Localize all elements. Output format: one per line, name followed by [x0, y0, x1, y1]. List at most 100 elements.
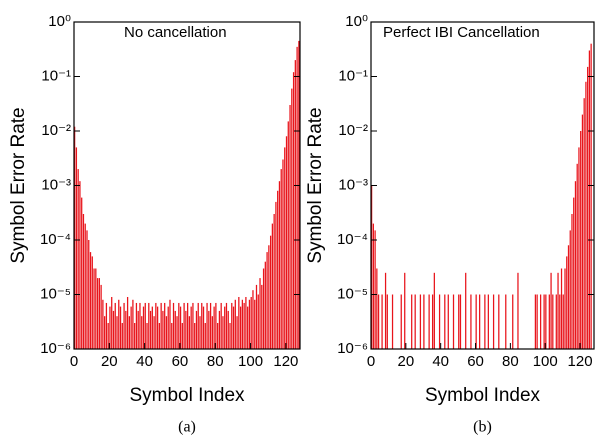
bar: [284, 147, 286, 349]
bar: [419, 294, 422, 349]
bar: [239, 306, 242, 349]
x-tick-label: 0: [70, 353, 78, 370]
bar: [167, 306, 169, 349]
bar: [96, 278, 99, 349]
bar: [431, 294, 434, 349]
y-tick-label: 10⁻³: [41, 176, 71, 193]
x-tick-label: 120: [273, 353, 298, 370]
bar: [160, 302, 162, 349]
x-tick-label: 20: [101, 353, 118, 370]
bar: [470, 294, 472, 349]
bar: [505, 294, 507, 349]
bar: [231, 302, 233, 349]
bar: [492, 294, 495, 349]
bar: [190, 306, 192, 349]
x-axis-label: Symbol Index: [129, 385, 245, 406]
bar: [155, 302, 157, 349]
bar: [255, 284, 258, 349]
bar: [114, 302, 116, 349]
bar: [236, 316, 238, 349]
bar: [248, 299, 251, 349]
y-tick-label: 10⁻²: [41, 122, 71, 139]
bar: [125, 310, 127, 349]
y-tick-label: 10⁻⁵: [40, 285, 71, 302]
bar: [243, 302, 245, 349]
bar: [213, 306, 215, 349]
bar: [77, 169, 79, 349]
bar: [447, 294, 449, 349]
bar: [172, 302, 175, 349]
bar: [583, 98, 585, 349]
bar: [298, 40, 300, 350]
bar: [376, 268, 378, 349]
bar: [404, 272, 406, 349]
bar: [146, 322, 148, 349]
bar: [539, 294, 542, 349]
bar: [93, 268, 95, 349]
bar: [564, 268, 566, 349]
bar: [183, 302, 185, 349]
bar: [296, 46, 298, 349]
bar: [149, 310, 152, 349]
bar: [271, 223, 274, 349]
bar: [273, 213, 275, 349]
bar: [156, 306, 159, 349]
y-axis-label: Symbol Error Rate: [8, 107, 29, 263]
bar: [543, 294, 545, 349]
bar: [241, 299, 244, 349]
bar: [135, 302, 138, 349]
bar: [585, 81, 587, 350]
bar: [195, 310, 198, 349]
x-tick-label: 100: [238, 353, 263, 370]
bar: [74, 126, 76, 349]
bar: [576, 163, 578, 349]
x-axis-label: Symbol Index: [425, 385, 541, 406]
y-axis-label: Symbol Error Rate: [305, 107, 326, 263]
bar: [534, 294, 537, 349]
bar: [386, 294, 388, 349]
bar: [234, 299, 236, 349]
bar: [100, 284, 102, 349]
y-tick-label: 10⁰: [345, 13, 368, 30]
bar: [222, 316, 224, 349]
caption: (a): [178, 419, 196, 436]
plot-frame: [73, 21, 301, 350]
bar: [220, 302, 222, 349]
bar: [178, 302, 180, 349]
panel-title: No cancellation: [124, 24, 227, 41]
bar: [588, 50, 591, 350]
y-tick-label: 10⁻³: [338, 176, 368, 193]
bar: [423, 294, 425, 349]
bar: [372, 223, 374, 349]
bar: [119, 306, 122, 349]
x-tick-label: 120: [568, 353, 593, 370]
bar: [165, 316, 168, 349]
bar: [199, 316, 201, 349]
bar: [121, 322, 123, 349]
bar: [104, 316, 106, 349]
bar: [188, 316, 191, 349]
bar: [552, 294, 554, 349]
bar: [479, 294, 481, 349]
bar: [287, 121, 289, 350]
bar: [571, 213, 573, 349]
bar: [452, 294, 455, 349]
bar: [512, 294, 514, 349]
bar: [266, 252, 268, 349]
y-tick-label: 10⁰: [48, 13, 71, 30]
bar: [280, 169, 282, 349]
bar: [381, 294, 383, 349]
bar: [197, 302, 199, 349]
bar: [254, 299, 256, 349]
bar: [277, 190, 279, 349]
y-tick-label: 10⁻⁶: [337, 340, 368, 357]
bar: [569, 230, 571, 349]
bar: [164, 302, 166, 349]
bar: [252, 290, 254, 349]
bar: [567, 245, 570, 349]
bar: [144, 302, 146, 349]
y-tick-label: 10⁻⁵: [337, 285, 368, 302]
bar: [414, 294, 416, 349]
bar: [181, 322, 183, 349]
bar: [465, 272, 467, 349]
